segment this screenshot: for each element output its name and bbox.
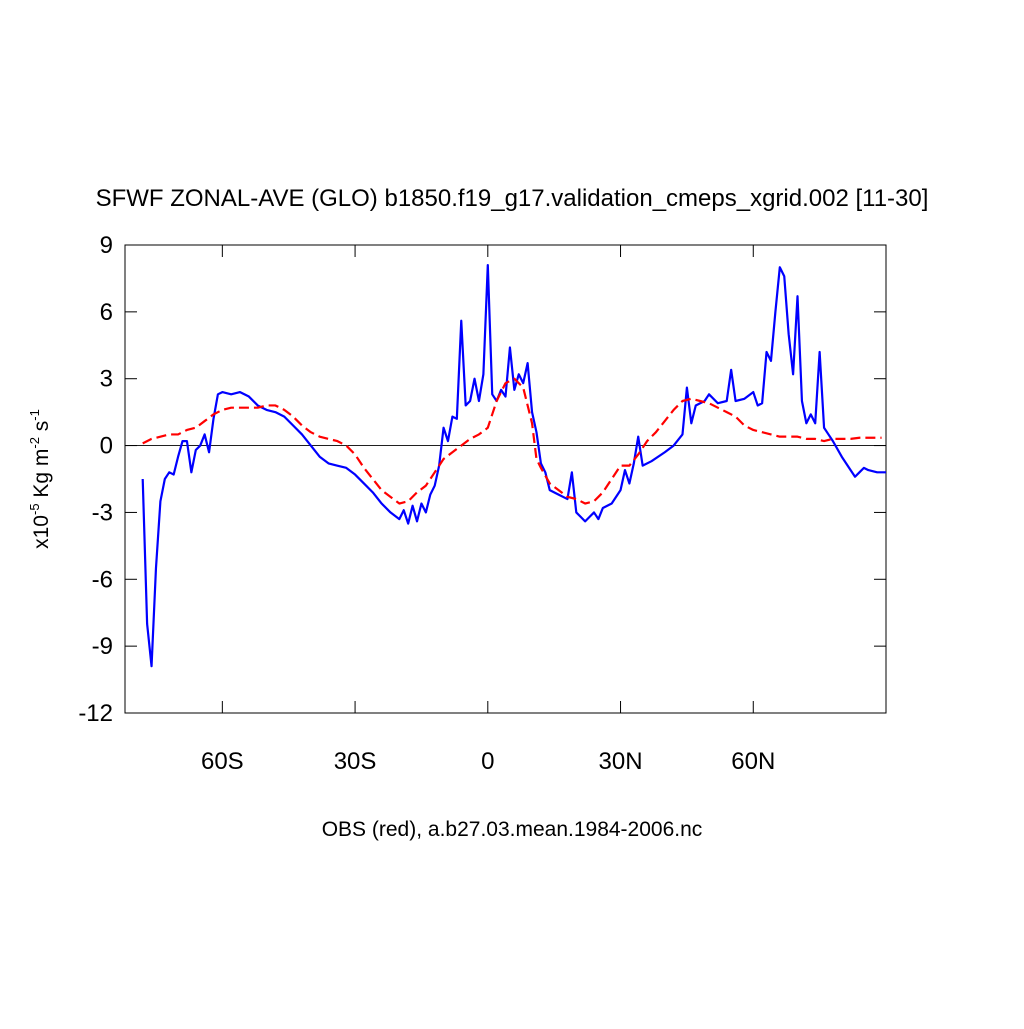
y-label-text: x10: [30, 515, 53, 549]
y-tick-label: 3: [100, 366, 113, 393]
y-tick-label: -12: [78, 700, 113, 727]
x-tick-label: 60S: [201, 748, 244, 775]
y-tick-label: 9: [100, 232, 113, 259]
x-tick-label: 30N: [599, 748, 643, 775]
x-tick-label: 30S: [334, 748, 377, 775]
x-axis-label: OBS (red), a.b27.03.mean.1984-2006.nc: [322, 818, 703, 841]
data-line: [141, 263, 886, 668]
y-label-superscript: -5: [27, 503, 42, 515]
y-label-text: s: [30, 421, 53, 437]
y-tick-label: 0: [100, 433, 113, 460]
x-tick-label: 0: [481, 748, 494, 775]
y-tick-label: -6: [92, 566, 113, 593]
y-tick-label: -9: [92, 633, 113, 660]
y-label-text: Kg m: [30, 449, 53, 504]
plot-frame: [124, 244, 887, 714]
y-label-superscript: -1: [27, 409, 42, 421]
y-label-superscript: -2: [27, 437, 42, 449]
data-line: [142, 377, 882, 505]
y-tick-label: -3: [92, 499, 113, 526]
chart-title: SFWF ZONAL-AVE (GLO) b1850.f19_g17.valid…: [96, 185, 929, 212]
y-axis-label: x10-5 Kg m-2 s-1: [27, 409, 53, 549]
y-tick-label: 6: [100, 299, 113, 326]
x-tick-label: 60N: [731, 748, 775, 775]
